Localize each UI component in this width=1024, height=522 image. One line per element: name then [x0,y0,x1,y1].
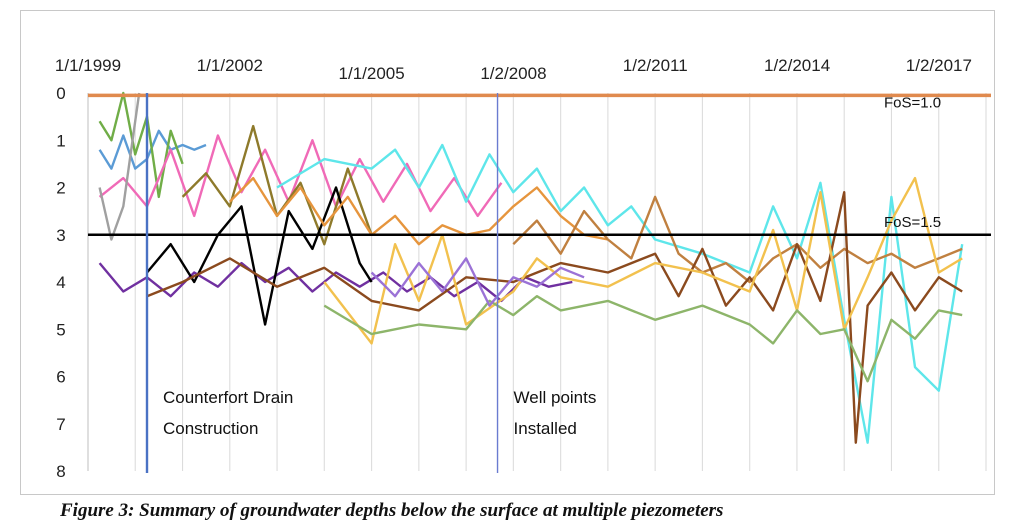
y-tick-label: 0 [56,84,65,103]
x-tick-label: 1/2/2017 [906,56,972,75]
reference-label-1: FoS=1.0 [884,94,941,111]
y-tick-label: 3 [56,226,65,245]
y-tick-label: 6 [56,368,65,387]
event-label-1-line-1: Counterfort Drain [163,388,293,407]
series-line-3 [98,134,503,218]
series-line-11 [323,176,963,345]
y-tick-label: 5 [56,320,65,339]
series-line-6 [146,186,373,326]
tick-labels: 1/1/1999 1/1/2002 1/1/2005 1/2/2008 1/2/2011… [55,56,972,481]
series-line-13 [370,257,585,307]
series-line-14 [98,92,141,241]
figure-caption: Figure 3: Summary of groundwater depths … [60,500,724,521]
event-label-1-line-2: Construction [163,419,258,438]
reference-lines [88,93,991,237]
series-line-12 [323,295,963,383]
chart-frame: 1/1/1999 1/1/2002 1/1/2005 1/2/2008 1/2/2011… [20,10,995,495]
event-markers [145,93,499,473]
series-line-10 [146,190,963,444]
grid-lines [87,93,987,471]
series-line-9 [512,195,963,284]
x-tick-label: 1/1/2005 [339,64,405,83]
annotations: FoS=1.0 FoS=1.5 Counterfort Drain Construct… [163,94,941,438]
reference-label-2: FoS=1.5 [884,214,941,231]
series-group [98,91,964,444]
y-tick-label: 8 [56,462,65,481]
x-tick-label: 1/2/2011 [623,56,688,75]
line-chart: 1/1/1999 1/1/2002 1/1/2005 1/2/2008 1/2/2011… [55,56,991,481]
x-tick-label: 1/1/2002 [197,56,263,75]
x-tick-label: 1/2/2008 [480,64,546,83]
event-label-2-line-1: Well points [514,388,597,407]
y-tick-label: 7 [56,415,65,434]
series-line-8 [276,143,964,444]
series-line-7 [228,176,609,246]
y-tick-label: 1 [56,131,65,150]
series-line-1 [98,129,207,170]
series-line-5 [98,261,573,303]
series-line-2 [98,91,184,199]
event-label-2-line-2: Installed [514,419,577,438]
y-tick-label: 4 [56,273,65,292]
x-tick-label: 1/1/1999 [55,56,121,75]
y-tick-label: 2 [56,179,65,198]
x-tick-label: 1/2/2014 [764,56,830,75]
